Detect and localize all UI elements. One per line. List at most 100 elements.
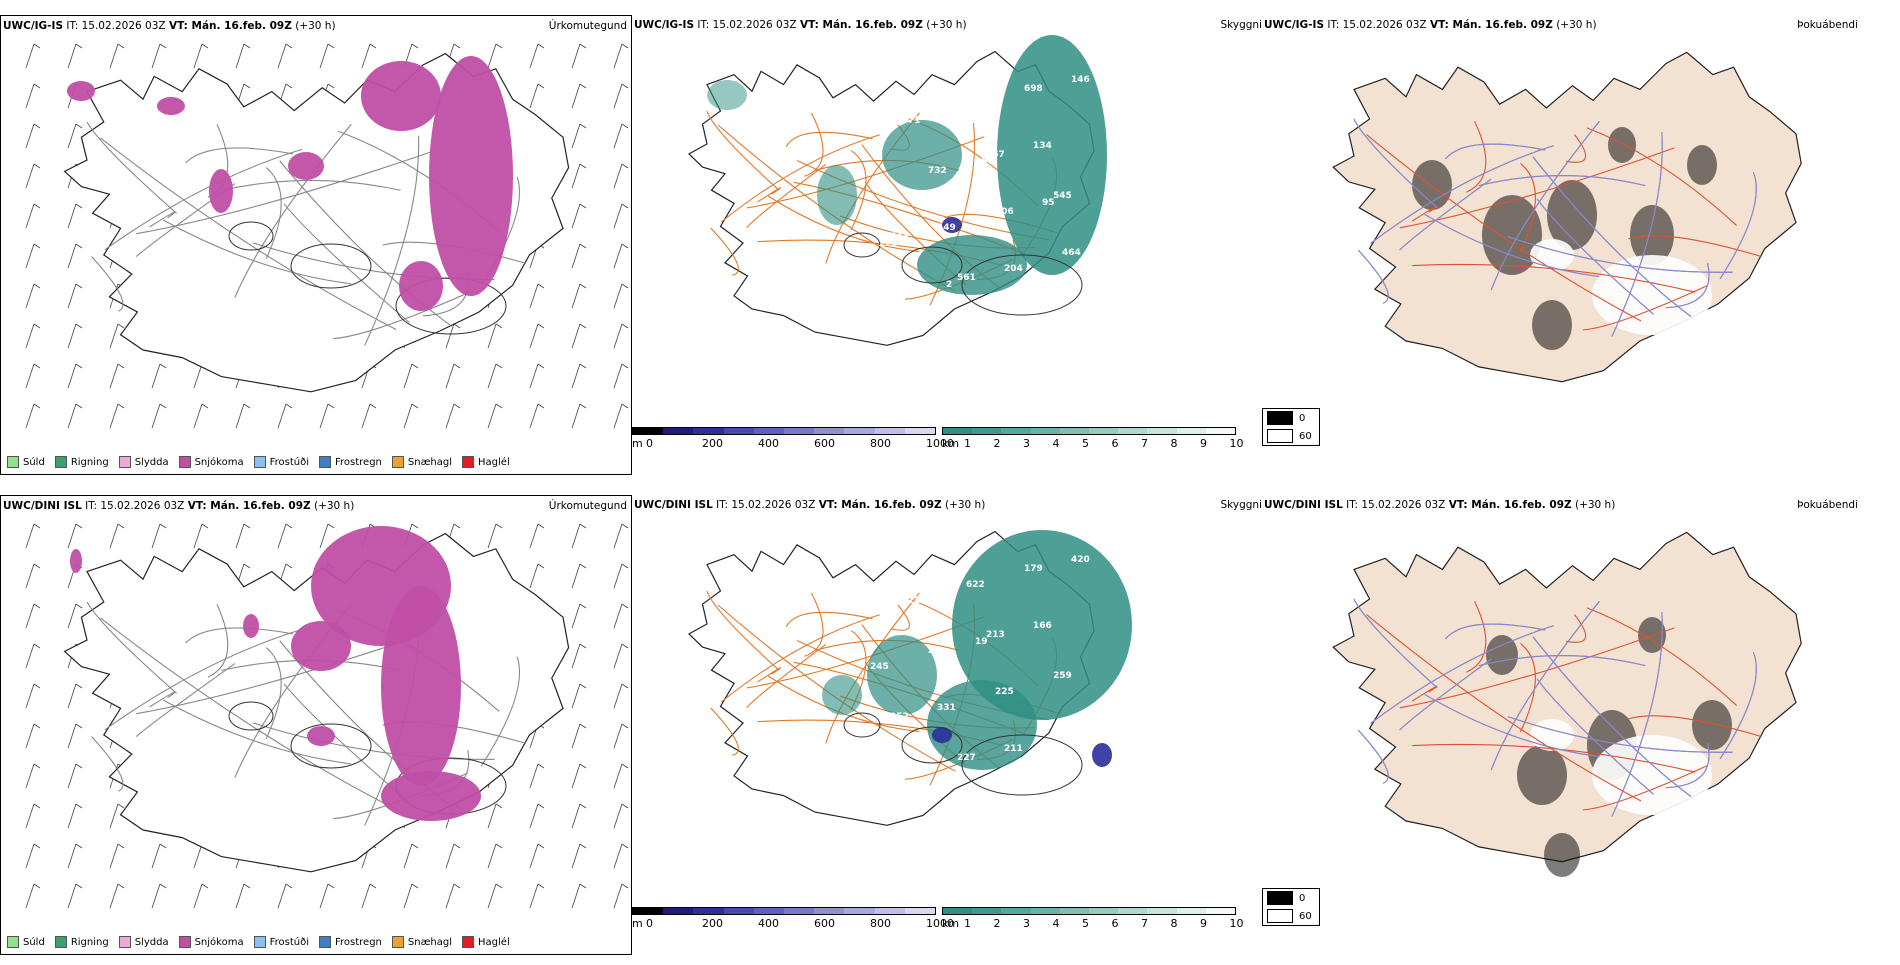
wind-barb — [235, 523, 245, 549]
legend-swatch — [7, 456, 19, 468]
legend-label: Rigning — [70, 936, 109, 948]
wind-barb — [571, 723, 581, 749]
road-line — [1370, 145, 1554, 244]
wind-barb-flag — [369, 883, 377, 889]
scale-unit: m — [632, 917, 643, 930]
cloud-base-label: 967 — [986, 150, 1005, 160]
road-line — [1399, 627, 1675, 709]
wind-barb-flag — [537, 523, 545, 529]
wind-barb — [25, 603, 35, 629]
scale-tick: 400 — [758, 437, 779, 450]
wind-barb — [193, 523, 203, 549]
cloud-base-label: 28 — [928, 646, 941, 656]
wind-barb — [235, 43, 245, 69]
cloud-base-label: 273 — [966, 100, 985, 110]
fog-key-label: 0 — [1299, 892, 1306, 904]
wind-barb-flag — [411, 363, 419, 369]
wind-barb — [25, 723, 35, 749]
precip-map — [25, 523, 629, 909]
wind-barb — [487, 843, 497, 869]
scale-tick: 10 — [1229, 917, 1244, 930]
wind-barb-flag — [579, 43, 587, 49]
scale-tick: 6 — [1111, 437, 1119, 450]
wind-barb-flag — [117, 843, 125, 849]
legend-swatch — [462, 936, 475, 948]
legend-item: Haglél — [462, 936, 510, 948]
wind-barb-flag — [453, 843, 461, 849]
wind-barb-flag — [327, 403, 335, 409]
road-line — [86, 601, 177, 694]
wind-barb — [25, 283, 35, 309]
wind-barb — [571, 643, 581, 669]
road-line — [1399, 178, 1492, 251]
wind-barb-flag — [579, 643, 587, 649]
wind-barb-flag — [579, 403, 587, 409]
wind-barb-flag — [621, 363, 629, 369]
wind-barb-flag — [117, 363, 125, 369]
wind-barb-flag — [75, 123, 83, 129]
wind-barb — [613, 83, 623, 109]
snow-area — [361, 61, 441, 131]
cloud-base-label: 19 — [975, 637, 988, 647]
scale-tick: 4 — [1052, 917, 1060, 930]
wind-barb — [403, 843, 413, 869]
wind-barb — [25, 243, 35, 269]
wind-barb-flag — [411, 883, 419, 889]
wind-barb-flag — [75, 283, 83, 289]
wind-barb — [25, 843, 35, 869]
legend-swatch — [319, 936, 331, 948]
precip-map — [25, 43, 629, 429]
cloud-base-label: 966 — [852, 68, 871, 78]
wind-barb-flag — [117, 523, 125, 529]
road-line — [1719, 652, 1757, 760]
wind-barb-flag — [327, 43, 335, 49]
wind-barb-flag — [159, 403, 167, 409]
wind-barb-flag — [33, 243, 41, 249]
road-line — [1399, 658, 1492, 731]
snow-area — [399, 261, 443, 311]
wind-barb — [25, 643, 35, 669]
wind-barb — [25, 523, 35, 549]
cloud-base-label: 509 — [861, 125, 880, 135]
road-line — [1628, 235, 1762, 258]
wind-barb-flag — [579, 163, 587, 169]
legend-swatch — [118, 456, 131, 468]
wind-barb-flag — [33, 363, 41, 369]
colorbar-cell — [1059, 428, 1090, 434]
road-line — [1466, 120, 1487, 193]
colorbar-cell — [1118, 428, 1148, 434]
snow-area — [243, 614, 259, 638]
cloud-base-label: 213 — [986, 630, 1005, 640]
wind-barb — [25, 363, 35, 389]
fog-key-swatch — [1267, 909, 1293, 923]
wind-barb-flag — [243, 563, 251, 569]
colorbar-cell — [1001, 908, 1031, 914]
wind-barb — [361, 43, 371, 69]
wind-barb — [613, 523, 623, 549]
wind-barb — [613, 123, 623, 149]
low-visibility-area — [867, 635, 937, 715]
wind-barb-flag — [495, 883, 503, 889]
road-line — [1466, 600, 1487, 673]
colorbar-cell — [753, 908, 785, 914]
scale-tick: 3 — [1023, 437, 1030, 450]
wind-barb-flag — [579, 203, 587, 209]
road-line — [804, 592, 824, 657]
road-line — [162, 219, 352, 285]
low-visibility-area — [917, 235, 1027, 295]
fog-signal-area — [1692, 700, 1732, 750]
road-line — [1536, 198, 1654, 315]
road-line — [1536, 678, 1654, 795]
legend-swatch — [253, 936, 266, 948]
visibility-colorbar — [942, 427, 1236, 435]
wind-barb — [67, 603, 77, 629]
snow-area — [70, 549, 82, 573]
legend-item: Frostúði — [253, 456, 309, 468]
wind-barb-flag — [579, 523, 587, 529]
glacier-area — [1592, 735, 1712, 815]
wind-barb-flag — [33, 723, 41, 729]
road-line — [221, 179, 401, 191]
wind-barb — [109, 403, 119, 429]
cloud-base-label: 95 — [1042, 198, 1055, 208]
wind-barb-flag — [285, 43, 293, 49]
